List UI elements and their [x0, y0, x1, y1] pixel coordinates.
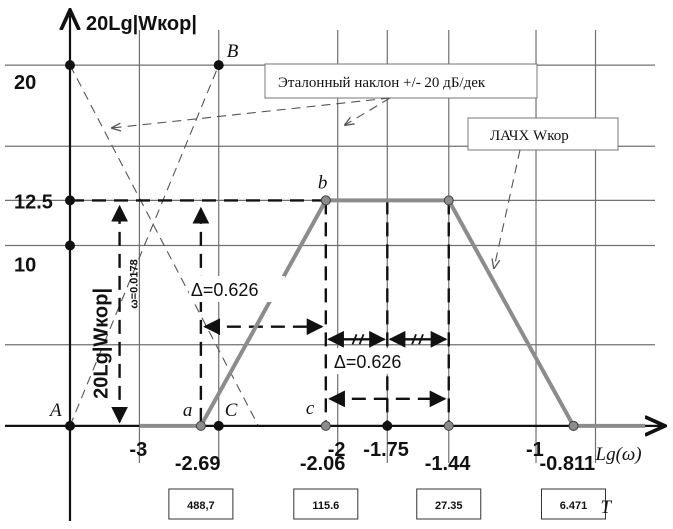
- delta-label-upper: Δ=0.626: [191, 280, 259, 300]
- t-value-box: [293, 488, 359, 520]
- y-tick-label: 10: [14, 255, 36, 277]
- point-label-b: b: [318, 172, 328, 193]
- key-point-dot: [382, 420, 393, 431]
- point-label-c: c: [306, 398, 315, 419]
- t-value-box: [540, 488, 606, 520]
- equal-tick-mark: [351, 333, 365, 345]
- x-marker-dot: [568, 420, 579, 431]
- delta-label-lower: Δ=0.626: [334, 352, 402, 372]
- t-axis: 488,7 115.6 27.35 6.471 T: [168, 488, 613, 520]
- point-label-C: C: [225, 400, 238, 421]
- key-point-dot: [213, 420, 224, 431]
- callout-lachx-box: [467, 117, 619, 151]
- x-tick-label: -2.69: [175, 453, 221, 475]
- reference-slope-line: [69, 64, 259, 427]
- reference-slope-lines: [69, 64, 259, 427]
- callout-lachx-text: ЛАЧХ Wкор: [490, 128, 569, 144]
- callout-lachx-arrow: [494, 149, 521, 268]
- point-label-B: B: [227, 41, 239, 62]
- t-value-label: 27.35: [435, 500, 463, 512]
- x-tick-label: -1: [526, 439, 544, 461]
- lachx-vertex-point: [443, 195, 454, 206]
- t-axis-label: T: [601, 497, 613, 518]
- t-value-label: 6.471: [560, 500, 588, 512]
- callouts: Эталонный наклон +/- 20 дБ/дек ЛАЧХ Wкор: [112, 63, 619, 268]
- x-tick-label: -1.75: [363, 439, 409, 461]
- lachx-series: [139, 195, 646, 431]
- tick-labels: 20 12.5 10 -3 -2.69 -2.06-2 -1.75 -1.44 -1-0.811…: [14, 13, 642, 475]
- vertical-measure-subscript: ω=0.0178: [129, 259, 141, 308]
- callout-slope-arrow: [345, 97, 391, 125]
- axes: [5, 10, 665, 521]
- reference-slope-line: [69, 64, 220, 427]
- lachx-line: [139, 198, 646, 428]
- delta-label-bg-lower: [331, 348, 428, 375]
- x-tick-label: -2.06: [300, 453, 346, 475]
- key-point-dot: [65, 240, 75, 251]
- point-label-A: A: [48, 400, 62, 421]
- point-b-dot: [320, 195, 331, 206]
- construction-lines: [70, 199, 450, 426]
- y-tick-label: 12.5: [14, 191, 53, 213]
- key-point-dot: [65, 420, 75, 431]
- key-point-dot: [213, 60, 224, 71]
- t-value-box: [416, 488, 482, 520]
- x-tick-label: -3: [129, 439, 147, 461]
- x-tick-label: -0.811: [539, 453, 595, 475]
- callout-slope-box: [264, 63, 538, 99]
- y-tick-label: 20: [14, 72, 36, 94]
- vertical-measure-label: 20Lg|Wкор|: [91, 288, 113, 399]
- x-marker-dot: [443, 420, 454, 431]
- delta-label-bg-upper: [188, 276, 285, 303]
- x-tick-label: -1.44: [425, 453, 471, 475]
- y-axis-title: 20Lg|Wкор|: [86, 13, 197, 35]
- x-axis-title: Lg(ω): [595, 444, 642, 465]
- key-point-dot: [65, 195, 75, 206]
- x-tick-label: -2: [328, 439, 346, 461]
- lachx-vertex-point: [195, 420, 206, 431]
- callout-slope-arrow: [112, 97, 391, 128]
- equal-tick-mark: [411, 333, 424, 345]
- t-value-label: 488,7: [187, 500, 215, 512]
- x-marker-dot: [320, 420, 331, 431]
- point-label-a: a: [183, 400, 193, 421]
- key-point-dot: [65, 60, 75, 71]
- t-value-box: [168, 488, 234, 520]
- t-value-label: 115.6: [312, 500, 339, 512]
- callout-slope-text: Эталонный наклон +/- 20 дБ/дек: [278, 75, 486, 91]
